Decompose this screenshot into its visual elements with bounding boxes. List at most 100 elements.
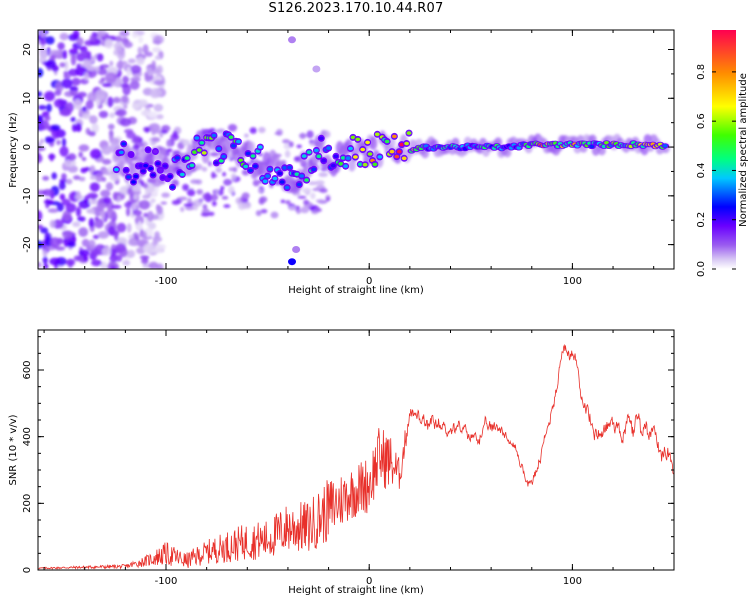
heatmap-noise-blob [38,146,46,152]
heatmap-noise-blob [92,234,100,240]
heatmap-ridge-core [131,180,136,184]
snr-frame [37,329,675,571]
heatmap-noise-blob [132,144,140,150]
heatmap-noise-blob [152,39,162,45]
heatmap-noise-blob [114,110,124,116]
heatmap-ridge-core [175,156,180,160]
heatmap-noise-blob [130,77,141,82]
heatmap-noise-blob [190,179,200,185]
heatmap-noise-blob [155,204,161,211]
heatmap-noise-blob [48,49,61,56]
heatmap-ridge-core [338,162,344,166]
heatmap-ridge-core [333,154,339,159]
heatmap-noise-blob [72,221,81,228]
x-tick-label: -100 [155,276,178,287]
heatmap-noise-blob [38,153,43,164]
heatmap-ridge-core [401,156,407,161]
colorbar: 0.0 0.2 0.4 0.6 0.8 Normalized spectral ampl… [696,30,749,277]
heatmap-noise-blob [82,106,87,112]
heatmap-noise-blob [153,80,165,86]
heatmap-noise-blob [131,32,139,39]
heatmap-ridge-core [365,140,370,145]
heatmap-noise-blob [96,53,104,62]
heatmap-ridge-core [277,171,283,176]
heatmap-noise-blob [260,209,268,214]
heatmap-ridge-core [299,174,305,178]
heatmap-noise-blob [232,166,238,173]
heatmap-noise-blob [249,127,257,134]
snr-panel: -100 0 100 0 200 400 600 Height of straight li… [8,329,675,596]
heatmap-noise-blob [112,191,118,201]
heatmap-noise-blob [76,63,81,73]
heatmap-noise-blob [51,128,61,139]
heatmap-noise-blob [210,194,219,201]
heatmap-noise-blob [300,206,310,214]
heatmap-noise-blob [194,163,203,171]
heatmap-noise-blob [73,175,81,180]
heatmap-noise-blob [152,47,162,53]
heatmap-noise-blob [116,222,127,233]
heatmap-noise-blob [159,83,165,90]
heatmap-noise-blob [215,167,222,173]
heatmap-noise-blob [178,138,186,143]
heatmap-noise-blob [59,109,72,117]
heatmap-noise-blob [201,166,208,172]
heatmap-ridge-core [148,166,154,171]
heatmap-noise-blob [119,117,132,127]
heatmap-halo-blob [369,136,378,151]
heatmap-noise-blob [49,219,56,229]
heatmap-noise-blob [47,208,59,213]
heatmap-ridge-core [353,155,358,159]
heatmap-ridge-core [199,141,205,145]
heatmap-noise-blob [88,217,95,228]
spectrogram-frame [37,29,675,270]
heatmap-noise-blob [285,200,291,205]
heatmap-noise-blob [109,137,120,145]
heatmap-noise-blob [126,67,132,77]
heatmap-noise-blob [71,77,81,86]
heatmap-noise-blob [180,206,185,212]
heatmap-noise-blob [73,99,82,110]
heatmap-noise-blob [242,203,252,210]
heatmap-ridge-core [114,167,119,172]
heatmap-noise-blob [282,139,291,144]
heatmap-noise-blob [127,58,136,64]
heatmap-noise-blob [303,199,310,205]
heatmap-ridge-core [384,139,390,144]
heatmap-noise-blob [49,153,54,162]
heatmap-noise-blob [126,131,136,139]
heatmap-noise-blob [284,150,291,158]
heatmap-noise-blob [100,261,108,269]
heatmap-noise-blob [128,234,134,239]
heatmap-noise-blob [49,237,61,248]
heatmap-ridge-core [250,154,256,158]
heatmap-ridge-core [392,134,397,139]
colorbar-tick-label: 0.4 [696,162,707,178]
heatmap-noise-blob [38,105,47,110]
x-tick-label: 100 [563,276,582,287]
heatmap-noise-blob [200,212,210,217]
heatmap-noise-blob [88,131,96,137]
heatmap-noise-blob [142,44,149,55]
heatmap-ridge-core [243,164,249,169]
heatmap-noise-blob [81,113,92,120]
heatmap-noise-blob [166,139,171,148]
heatmap-ridge-core [374,132,380,137]
heatmap-ridge-core [216,146,222,151]
heatmap-noise-blob [215,188,220,195]
heatmap-ridge-core [350,135,356,140]
heatmap-noise-blob [147,184,156,193]
heatmap-noise-blob [100,189,111,198]
colorbar-gradient [712,30,736,269]
heatmap-noise-blob [39,138,45,144]
heatmap-noise-blob [167,148,173,153]
heatmap-noise-blob [42,189,54,197]
heatmap-noise-blob [84,50,90,61]
heatmap-ridge-core [287,165,292,170]
heatmap-noise-blob [62,49,67,60]
heatmap-noise-blob [89,35,96,43]
heatmap-ridge-core [253,164,258,168]
heatmap-noise-blob [147,111,158,119]
heatmap-noise-blob [42,256,48,265]
